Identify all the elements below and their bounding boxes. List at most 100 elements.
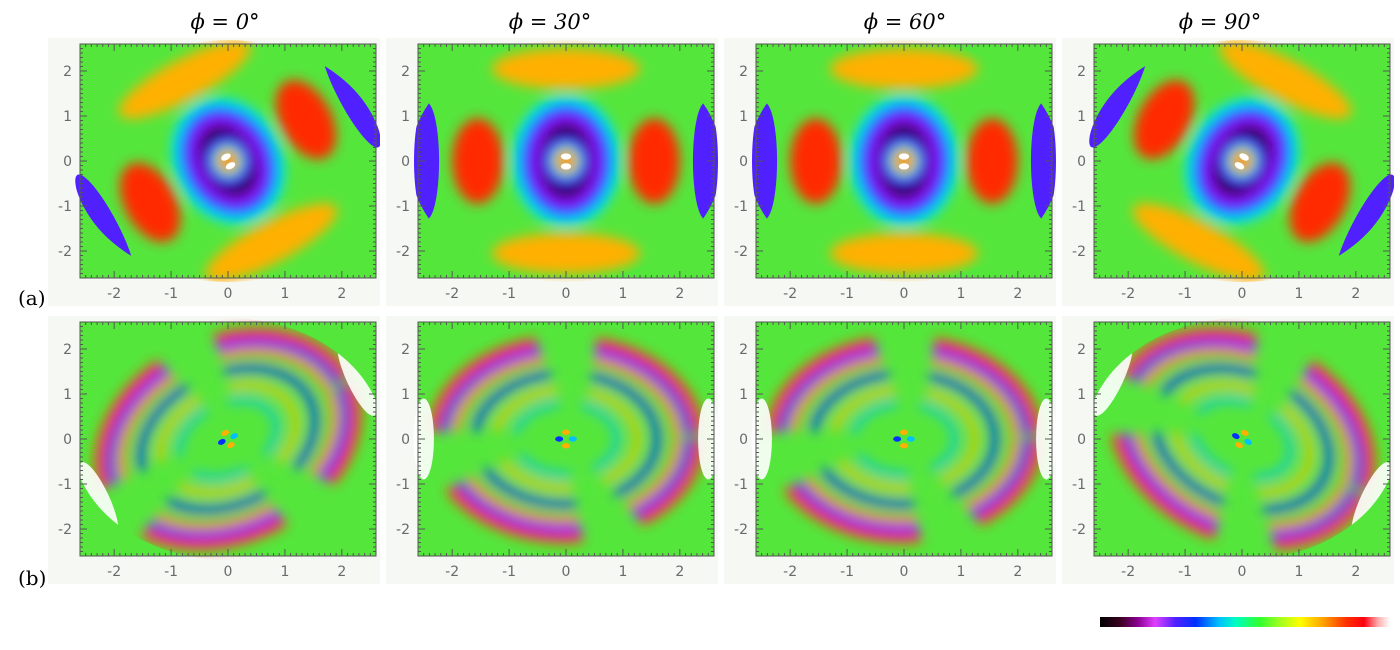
field-arc: [829, 386, 979, 492]
field-plot: -2 -1 0 1 2 2 1 0 -1 -2: [1072, 321, 1391, 580]
core-spot: [560, 163, 572, 170]
field-arc: [137, 364, 319, 514]
panel-b-phi-30: -2 -1 0 1 2 2 1 0 -1 -2: [386, 316, 718, 584]
y-tick-label: 2: [401, 64, 410, 80]
x-tick-label: 0: [1238, 286, 1247, 302]
x-tick-label: 2: [1351, 286, 1360, 302]
y-tick-label: -1: [58, 477, 72, 493]
field-plot: -2 -1 0 1 2 2 1 0 -1 -2: [396, 321, 718, 580]
warm-lobe: [1133, 79, 1195, 160]
warm-lobe: [119, 162, 181, 243]
y-tick-label: -2: [58, 244, 72, 260]
core-spot: [1244, 438, 1252, 445]
field-pattern: [752, 48, 1056, 274]
edge-band: [1219, 40, 1352, 119]
panel-a-phi-60: -2 -1 0 1 2 2 1 0 -1 -2: [724, 38, 1056, 306]
x-tick-label: -2: [445, 286, 459, 302]
field-plot: -2 -1 0 1 2 2 1 0 -1 -2: [1072, 40, 1394, 302]
core-spot: [900, 443, 908, 449]
y-tick-label: 2: [1077, 342, 1086, 358]
y-tick-label: 0: [1077, 154, 1086, 170]
field-arc: [176, 397, 280, 481]
panel-a-phi-30: -2 -1 0 1 2 2 1 0 -1 -2: [386, 38, 718, 306]
column-title-phi-0: ϕ = 0°: [190, 10, 260, 34]
tick-marks: [756, 322, 1052, 556]
core-spot: [1232, 433, 1240, 440]
tick-marks: [756, 44, 1052, 278]
field-pattern: [1089, 40, 1394, 282]
field-arc: [471, 370, 661, 508]
y-tick-label: 1: [739, 109, 748, 125]
field-pattern: [75, 40, 380, 282]
core-spot: [562, 443, 570, 449]
colorbar: [1100, 617, 1390, 627]
core-spot: [230, 433, 238, 440]
x-tick-label: -1: [502, 286, 516, 302]
y-tick-label: -2: [1072, 522, 1086, 538]
core-spot: [900, 429, 908, 435]
edge-band: [830, 48, 978, 89]
core-spot: [218, 438, 226, 445]
y-tick-label: -1: [396, 199, 410, 215]
edge-band: [205, 203, 338, 282]
core-spot: [225, 162, 236, 170]
core-spot: [906, 436, 915, 442]
tick-marks: [1094, 322, 1390, 556]
core-spot: [1241, 429, 1249, 436]
core-spot: [1234, 162, 1245, 170]
y-tick-label: 2: [1077, 64, 1086, 80]
x-tick-label: 2: [337, 564, 346, 580]
y-tick-label: 1: [739, 387, 748, 403]
field-arc: [789, 354, 1019, 524]
x-tick-label: -1: [164, 286, 178, 302]
outer-band: [752, 102, 778, 220]
y-tick-label: -2: [396, 244, 410, 260]
y-tick-label: 1: [63, 387, 72, 403]
core-spot: [893, 436, 902, 442]
field-plot: -2 -1 0 1 2 2 1 0 -1 -2: [734, 43, 1056, 302]
y-tick-label: 0: [739, 432, 748, 448]
panel-a-phi-90: -2 -1 0 1 2 2 1 0 -1 -2: [1062, 38, 1394, 306]
field-arc: [1120, 337, 1364, 541]
x-tick-label: -2: [445, 564, 459, 580]
y-tick-label: 2: [401, 342, 410, 358]
x-tick-label: 1: [618, 564, 627, 580]
y-tick-label: 1: [1077, 387, 1086, 403]
x-tick-label: -2: [783, 564, 797, 580]
x-tick-label: 0: [224, 564, 233, 580]
x-tick-label: 0: [562, 564, 571, 580]
x-tick-label: 2: [675, 564, 684, 580]
tick-marks: [418, 44, 714, 278]
y-tick-label: -1: [1072, 477, 1086, 493]
x-tick-label: 0: [900, 564, 909, 580]
y-tick-label: 0: [401, 154, 410, 170]
x-tick-label: 1: [956, 564, 965, 580]
y-tick-label: -2: [396, 522, 410, 538]
core-spot: [898, 153, 910, 160]
plot-field: [1094, 322, 1390, 556]
x-tick-label: 2: [675, 286, 684, 302]
panel-b-phi-60: -2 -1 0 1 2 2 1 0 -1 -2: [724, 316, 1056, 584]
panel-a-phi-0: -2 -1 0 1 2 2 1 0 -1 -2: [48, 38, 380, 306]
x-tick-label: -2: [107, 564, 121, 580]
edge-band: [118, 40, 251, 119]
outer-band: [414, 102, 440, 220]
field-arc: [809, 370, 999, 508]
plot-field: [80, 322, 376, 556]
core-spot: [560, 153, 572, 160]
x-tick-label: 2: [1013, 286, 1022, 302]
warm-lobe: [628, 118, 680, 204]
y-tick-label: -1: [58, 199, 72, 215]
y-tick-label: 1: [63, 109, 72, 125]
x-tick-label: 0: [562, 286, 571, 302]
field-arc: [491, 386, 641, 492]
field-arc: [1171, 381, 1313, 497]
tick-marks: [418, 322, 714, 556]
x-tick-label: 1: [280, 286, 289, 302]
x-tick-label: -2: [783, 286, 797, 302]
edge-band: [492, 48, 640, 89]
x-tick-label: 1: [1294, 564, 1303, 580]
field-arc: [850, 400, 958, 478]
x-tick-label: 0: [900, 286, 909, 302]
panel-b-phi-90: -2 -1 0 1 2 2 1 0 -1 -2: [1062, 316, 1394, 584]
